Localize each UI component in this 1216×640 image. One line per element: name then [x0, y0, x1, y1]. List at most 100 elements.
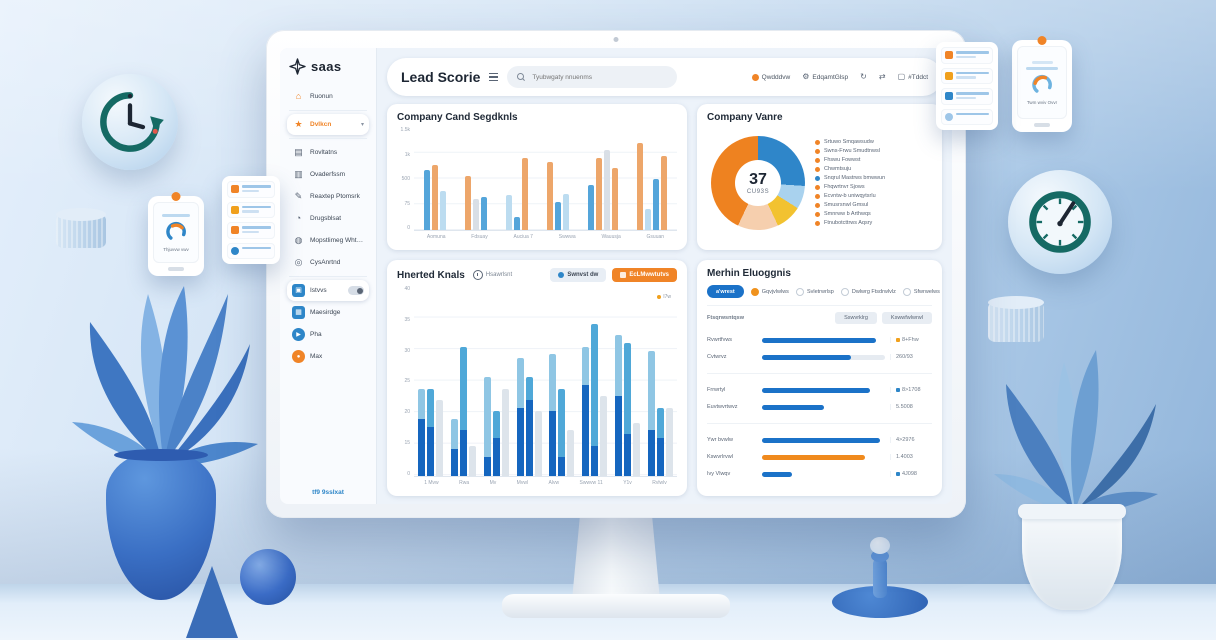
x-tick: 1 Mvw: [424, 479, 439, 486]
column-pill[interactable]: Kswwfwlwrwl: [881, 312, 932, 324]
gear-action[interactable]: ⚙ EdqamtGlsp: [802, 73, 848, 81]
plot-area: Aomuna Fdsuay Auciua 7 Swwwa Wauusja Gsuuan: [414, 127, 677, 242]
metrics-filters: a'wrest Gqvjvlwlws Svletrwrlsp Dwlwrg Ftsd…: [707, 285, 940, 298]
bar: [637, 143, 644, 230]
stacked-bar-chart: I7w 40 35 30 25 20 15 0 1 Mvw Rwa Mv Mvwl Alvw Swwv…: [397, 286, 677, 488]
y-tick: 75: [404, 200, 410, 207]
notification-icon: [231, 205, 239, 214]
search-icon: [517, 73, 525, 81]
pin-stem: [873, 558, 887, 598]
user-icon: ◍: [294, 235, 303, 245]
sidebar-item[interactable]: ⌂ Ruonun: [287, 86, 369, 107]
value-accent-icon: [896, 338, 900, 342]
sidebar-item[interactable]: ◍ Mopstlimeg Whtsive: [287, 230, 369, 251]
sidebar-item[interactable]: ● Max: [287, 346, 369, 367]
history-clock-badge: [82, 74, 178, 170]
topbar: Lead Scorie Qwdddvw ⚙EdqamtGlsp ↻ ⇄ ▢#Tddct: [387, 58, 942, 96]
sidebar-item-label: CysAnrtnd: [310, 259, 341, 266]
bar-group: [549, 286, 575, 476]
metric-bar-track: [762, 354, 885, 360]
x-tick: Gsuuan: [646, 233, 665, 240]
search-input[interactable]: [530, 72, 668, 82]
sidebar-item[interactable]: ◔ Drugsblsat: [287, 208, 369, 229]
active-filter-pill[interactable]: a'wrest: [707, 285, 744, 298]
bar: [464, 176, 471, 230]
swap-action[interactable]: ⇄: [879, 73, 886, 81]
legend-dot-icon: [815, 220, 820, 226]
toggle-switch[interactable]: [348, 286, 364, 295]
legend-label: Smnrww b Arthwqs: [824, 211, 871, 217]
metric-label: Euvtwvrtwvz: [707, 404, 738, 410]
refresh-icon: ↻: [860, 72, 867, 81]
x-axis: Aomuna Fdsuay Auciua 7 Swwwa Wauusja Gsuuan: [414, 231, 677, 242]
legend-dot-icon: [815, 139, 820, 145]
plant-pot: [1018, 504, 1126, 610]
legend-item: Srtuwo Smqawsudw: [815, 139, 932, 145]
bar-segment-bottom: [558, 457, 566, 476]
bar-segment-top: [591, 324, 599, 446]
sidebar-bottom-link[interactable]: tf9 9sslxat: [312, 489, 344, 496]
globe-icon: ◎: [294, 257, 303, 267]
filter-radio[interactable]: Dwlwrg Ftsdrwlvlz: [840, 287, 896, 296]
sidebar-item[interactable]: ★ Dvlkcn ▾: [287, 114, 369, 135]
button-dot-icon: [558, 272, 565, 278]
hamburger-menu-icon[interactable]: [489, 72, 499, 82]
y-tick: 25: [404, 378, 410, 385]
page-title: Lead Scorie: [401, 69, 481, 85]
chart-buttons: Swnvst dw EcLMwwtutvs: [550, 268, 677, 282]
bar-segment-top: [558, 388, 566, 457]
bar-group: [423, 127, 446, 230]
sidebar-item[interactable]: ◎ CysAnrtnd: [287, 252, 369, 273]
legend-item: Ftnubotcttrws Aqsry: [815, 220, 932, 226]
row-header-label: Ftsqrwsntqsw: [707, 315, 744, 321]
y-tick: 1.5k: [400, 127, 410, 133]
filter-radio[interactable]: Gqvjvlwlws: [750, 287, 789, 296]
x-tick: Swwvw 11: [579, 479, 603, 486]
refresh-action[interactable]: ↻: [860, 73, 867, 81]
notification-lines: [956, 51, 989, 58]
column-pills: Sswvrklrg Kswwfwlwrwl: [835, 312, 932, 324]
bar: [439, 190, 446, 230]
radio-label: Gqvjvlwlws: [761, 288, 789, 295]
home-icon: ⌂: [295, 91, 302, 101]
sidebar-item[interactable]: ▦ Maesirdge: [287, 302, 369, 323]
search-box[interactable]: [507, 66, 678, 88]
secondary-button[interactable]: Swnvst dw: [550, 268, 607, 282]
app-logo[interactable]: saas: [289, 58, 367, 75]
radio-group: Gqvjvlwlws Svletrwrlsp Dwlwrg Ftsdrwlvlz Sf…: [750, 287, 940, 296]
x-tick: Wauusja: [601, 233, 621, 240]
bar: [505, 194, 512, 230]
sidebar-item[interactable]: ▶ Pha: [287, 324, 369, 345]
filter-radio[interactable]: Sfwrwelws: [902, 287, 940, 296]
panel-action[interactable]: ▢ #Tddct: [898, 73, 928, 81]
x-tick: Aomuna: [426, 233, 446, 240]
stacked-bar: [591, 286, 599, 476]
metric-value: 1.4003: [890, 454, 932, 460]
sidebar-item[interactable]: ▣ Istvvs: [287, 280, 369, 301]
notification-item: [941, 108, 993, 125]
bar: [472, 199, 479, 230]
sidebar-item[interactable]: ✎ Reaxtep Ptomsrk: [287, 186, 369, 207]
bar-segment-bottom: [525, 400, 533, 476]
primary-button[interactable]: EcLMwwtutvs: [612, 268, 677, 282]
sidebar-item-label: Pha: [310, 331, 322, 338]
bar-segment-bottom: [516, 407, 524, 476]
column-pill[interactable]: Sswvrklrg: [835, 312, 877, 324]
bar-segment-top: [426, 388, 434, 427]
filter-radio[interactable]: Svletrwrlsp: [795, 287, 834, 296]
chevron-down-icon: ▾: [360, 122, 364, 128]
bar: [600, 396, 608, 476]
sidebar-item[interactable]: ▥ Ovaderfssm: [287, 164, 369, 185]
notification-lines: [242, 246, 271, 249]
bar-segment-bottom: [624, 434, 632, 476]
notification-item: [227, 181, 275, 198]
status-dot-action[interactable]: Qwdddvw: [751, 73, 790, 81]
card-title: Company Cand Segdknls: [397, 112, 518, 123]
x-tick: Fdsuay: [471, 233, 488, 240]
stacked-bar: [450, 286, 458, 476]
legend-item: Ecvntw-b uniwqytsrlu: [815, 193, 932, 199]
notification-item: [227, 242, 275, 259]
bars: [414, 127, 677, 231]
sidebar-item[interactable]: ▤ Rovltatns: [287, 142, 369, 163]
stacked-bar: [525, 286, 533, 476]
